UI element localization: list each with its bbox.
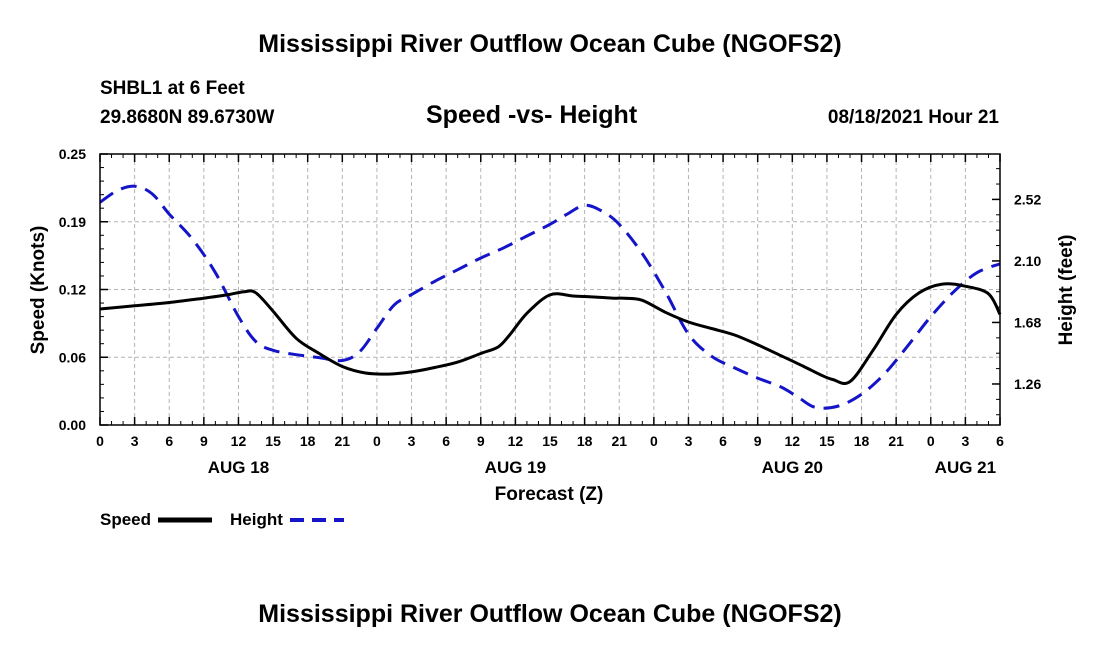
x-tick-label: 3 bbox=[685, 433, 693, 449]
y2-tick-label: 1.26 bbox=[1014, 376, 1041, 392]
y2-tick-label: 2.52 bbox=[1014, 191, 1041, 207]
axis-ticks bbox=[99, 153, 1001, 426]
y-tick-label: 0.06 bbox=[59, 349, 86, 365]
y-tick-label: 0.19 bbox=[59, 214, 86, 230]
x-tick-label: 6 bbox=[996, 433, 1004, 449]
x-tick-label: 15 bbox=[542, 433, 558, 449]
x-tick-label: 0 bbox=[96, 433, 104, 449]
x-tick-label: 3 bbox=[131, 433, 139, 449]
x-tick-label: 21 bbox=[335, 433, 351, 449]
x-tick-label: 6 bbox=[165, 433, 173, 449]
x-tick-label: 0 bbox=[650, 433, 658, 449]
speed-series bbox=[99, 282, 1002, 385]
x-axis-label: Forecast (Z) bbox=[495, 484, 604, 505]
y-tick-label: 0.12 bbox=[59, 282, 86, 298]
height-line bbox=[99, 184, 1001, 410]
x-tick-label: 15 bbox=[265, 433, 281, 449]
legend-height-label: Height bbox=[230, 510, 283, 529]
y2-axis-label: Height (feet) bbox=[1056, 235, 1077, 346]
axis-labels: 0 3 6 9 12 15 18 21 0 3 6 9 12 15 18 21 0 3 6 9 12 15 18 21 0 3 6A… bbox=[59, 146, 1042, 477]
station-label: SHBL1 at 6 Feet bbox=[100, 78, 245, 99]
x-tick-label: 12 bbox=[508, 433, 524, 449]
legend-speed-label: Speed bbox=[100, 510, 151, 529]
x-tick-label: 0 bbox=[927, 433, 935, 449]
footer-title: Mississippi River Outflow Ocean Cube (NG… bbox=[258, 600, 842, 628]
y2-tick-label: 2.10 bbox=[1014, 253, 1041, 269]
height-series bbox=[99, 184, 1001, 410]
speed-height-chart: 0 3 6 9 12 15 18 21 0 3 6 9 12 15 18 21 0 3 6 9 12 15 18 21 0 3 6A… bbox=[28, 146, 1077, 529]
x-tick-label: 12 bbox=[785, 433, 801, 449]
day-label: AUG 20 bbox=[762, 458, 823, 477]
y-tick-label: 0.00 bbox=[59, 417, 86, 433]
x-tick-label: 18 bbox=[300, 433, 316, 449]
x-tick-label: 12 bbox=[231, 433, 247, 449]
y2-tick-label: 1.68 bbox=[1014, 314, 1041, 330]
x-tick-label: 6 bbox=[719, 433, 727, 449]
x-tick-label: 9 bbox=[754, 433, 762, 449]
x-tick-label: 6 bbox=[442, 433, 450, 449]
forecast-datetime: 08/18/2021 Hour 21 bbox=[827, 107, 999, 128]
x-tick-label: 18 bbox=[577, 433, 593, 449]
chart-subtitle: Speed -vs- Height bbox=[426, 101, 638, 129]
day-label: AUG 18 bbox=[208, 458, 269, 477]
day-label: AUG 19 bbox=[485, 458, 546, 477]
grid-lines bbox=[100, 154, 1000, 425]
x-tick-label: 15 bbox=[819, 433, 835, 449]
x-tick-label: 9 bbox=[200, 433, 208, 449]
x-tick-label: 21 bbox=[611, 433, 627, 449]
day-label: AUG 21 bbox=[935, 458, 996, 477]
chart-title: Mississippi River Outflow Ocean Cube (NG… bbox=[258, 30, 842, 58]
speed-line bbox=[99, 282, 1002, 385]
x-tick-label: 18 bbox=[854, 433, 870, 449]
y-tick-label: 0.25 bbox=[59, 146, 86, 162]
coordinates-label: 29.8680N 89.6730W bbox=[100, 107, 275, 128]
x-tick-label: 3 bbox=[961, 433, 969, 449]
x-tick-label: 3 bbox=[408, 433, 416, 449]
x-tick-label: 9 bbox=[477, 433, 485, 449]
x-tick-label: 21 bbox=[888, 433, 904, 449]
y-axis-label: Speed (Knots) bbox=[28, 226, 49, 355]
x-tick-label: 0 bbox=[373, 433, 381, 449]
